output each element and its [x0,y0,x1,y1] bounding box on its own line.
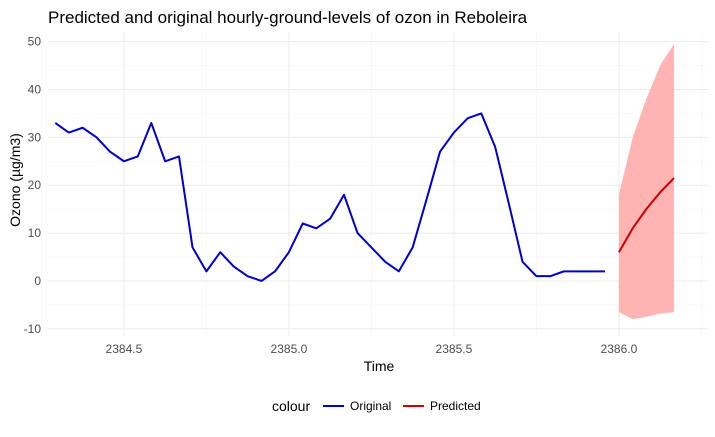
legend: colour Original Predicted [272,398,481,414]
prediction-interval-band [618,43,675,320]
legend-title: colour [272,398,310,414]
series-line-original [54,112,606,282]
y-tick-label: 30 [28,130,42,144]
y-tick-label: 50 [28,35,42,49]
x-axis-ticks: 2384.5 2385.0 2385.5 2386.0 [106,342,638,356]
chart-title: Predicted and original hourly-ground-lev… [48,8,528,27]
y-tick-label: 0 [34,274,41,288]
x-axis-title: Time [364,358,395,374]
y-axis-ticks: -10 0 10 20 30 40 50 [24,35,42,336]
y-tick-label: 20 [28,178,42,192]
x-tick-label: 2386.0 [601,342,638,356]
x-tick-label: 2385.5 [436,342,473,356]
legend-label-original: Original [350,399,391,413]
y-axis-title: Ozono (µg/m3) [7,133,23,227]
series-line-predicted [618,177,675,253]
x-tick-label: 2384.5 [106,342,143,356]
series-lines-layer [54,112,675,282]
y-tick-label: -10 [24,322,42,336]
prediction-interval-layer [618,43,675,320]
legend-label-predicted: Predicted [430,399,481,413]
y-tick-label: 10 [28,226,42,240]
x-tick-label: 2385.0 [271,342,308,356]
y-tick-label: 40 [28,82,42,96]
grid [41,32,708,336]
